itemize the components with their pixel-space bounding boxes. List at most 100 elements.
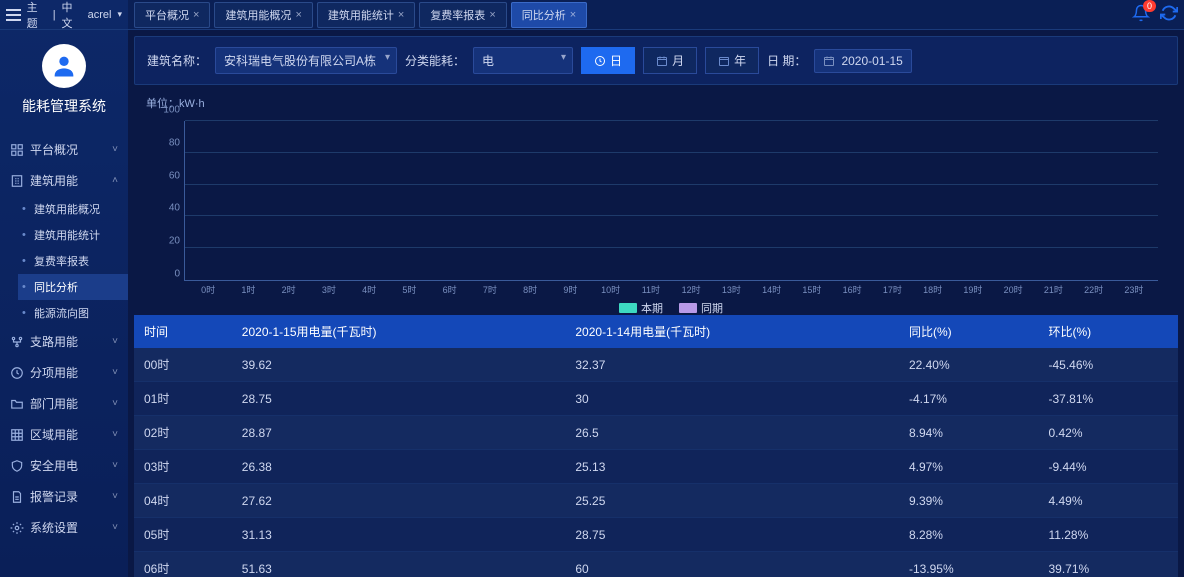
tab[interactable]: 复费率报表 × xyxy=(419,2,506,28)
gridline xyxy=(185,184,1158,185)
sidebar-item-shield[interactable]: 安全用电˅ xyxy=(0,450,128,481)
table-cell: 0.42% xyxy=(1038,416,1178,450)
table-cell: 9.39% xyxy=(899,484,1039,518)
close-icon[interactable]: × xyxy=(489,9,495,21)
dashboard-icon xyxy=(10,143,24,157)
type-select[interactable]: 电 xyxy=(473,47,573,74)
tab-label: 建筑用能统计 xyxy=(328,7,394,23)
table-cell: 05时 xyxy=(134,518,232,552)
clock-icon xyxy=(10,366,24,380)
sidebar-item-building[interactable]: 建筑用能 ˄ xyxy=(0,165,128,196)
x-label: 11时 xyxy=(631,283,671,296)
period-day-button[interactable]: 日 xyxy=(581,47,635,74)
x-label: 9时 xyxy=(550,283,590,296)
date-label: 日 期： xyxy=(767,52,806,69)
table-row: 06时51.6360-13.95%39.71% xyxy=(134,552,1178,577)
x-label: 10时 xyxy=(591,283,631,296)
tab-label: 同比分析 xyxy=(522,7,566,23)
legend-item: 同期 xyxy=(679,300,723,316)
x-label: 1时 xyxy=(228,283,268,296)
tab[interactable]: 平台概况 × xyxy=(134,2,210,28)
grid-icon xyxy=(10,428,24,442)
sidebar-subitem[interactable]: 建筑用能统计 xyxy=(18,222,128,248)
table-cell: 31.13 xyxy=(232,518,566,552)
period-month-button[interactable]: 月 xyxy=(643,47,697,74)
data-table: 时间2020-1-15用电量(千瓦时)2020-1-14用电量(千瓦时)同比(%… xyxy=(134,315,1178,577)
table-cell: 32.37 xyxy=(565,348,899,382)
x-label: 21时 xyxy=(1033,283,1073,296)
type-label: 分类能耗： xyxy=(405,52,465,69)
lang-label[interactable]: 中文 xyxy=(62,0,82,31)
sidebar-item-label: 平台概况 xyxy=(30,141,78,158)
theme-label[interactable]: 主题 xyxy=(27,0,47,31)
table-cell: 28.75 xyxy=(232,382,566,416)
sidebar-item-folder[interactable]: 部门用能˅ xyxy=(0,388,128,419)
sidebar-subitem[interactable]: 能源流向图 xyxy=(18,300,128,326)
legend-label: 同期 xyxy=(701,300,723,316)
sidebar-item-label: 报警记录 xyxy=(30,488,78,505)
sidebar-item-label: 复费率报表 xyxy=(34,253,89,269)
chevron-icon: ˅ xyxy=(112,398,118,409)
close-icon[interactable]: × xyxy=(398,9,404,21)
tab-label: 复费率报表 xyxy=(430,7,485,23)
table-cell: 8.28% xyxy=(899,518,1039,552)
period-year-button[interactable]: 年 xyxy=(705,47,759,74)
sidebar-item-branch[interactable]: 支路用能˅ xyxy=(0,326,128,357)
close-icon[interactable]: × xyxy=(193,9,199,21)
table-cell: 51.63 xyxy=(232,552,566,577)
table-cell: -13.95% xyxy=(899,552,1039,577)
user-label[interactable]: acrel xyxy=(88,9,112,21)
sidebar-subitem[interactable]: 建筑用能概况 xyxy=(18,196,128,222)
tab-label: 平台概况 xyxy=(145,7,189,23)
table-row: 05时31.1328.758.28%11.28% xyxy=(134,518,1178,552)
x-label: 6时 xyxy=(430,283,470,296)
chevron-icon: ˄ xyxy=(112,175,118,186)
chevron-icon: ˅ xyxy=(112,460,118,471)
sidebar-item-settings[interactable]: 系统设置˅ xyxy=(0,512,128,543)
sidebar-item-doc[interactable]: 报警记录 ˅ xyxy=(0,481,128,512)
y-tick: 80 xyxy=(169,137,180,148)
gridline xyxy=(185,215,1158,216)
x-label: 19时 xyxy=(953,283,993,296)
tab[interactable]: 建筑用能统计 × xyxy=(317,2,415,28)
menu-toggle-icon[interactable] xyxy=(6,9,21,21)
y-tick: 20 xyxy=(169,236,180,247)
branch-icon xyxy=(10,335,24,349)
settings-icon xyxy=(10,521,24,535)
table-row: 02时28.8726.58.94%0.42% xyxy=(134,416,1178,450)
chevron-icon: ˅ xyxy=(112,367,118,378)
tab[interactable]: 同比分析 × xyxy=(511,2,587,28)
x-label: 4时 xyxy=(349,283,389,296)
sidebar-subitem[interactable]: 复费率报表 xyxy=(18,248,128,274)
table-cell: 28.87 xyxy=(232,416,566,450)
table-cell: 25.13 xyxy=(565,450,899,484)
table-cell: 06时 xyxy=(134,552,232,577)
refresh-icon[interactable] xyxy=(1160,4,1178,25)
sidebar-item-label: 建筑用能 xyxy=(30,172,78,189)
table-cell: 04时 xyxy=(134,484,232,518)
table-cell: 26.38 xyxy=(232,450,566,484)
table-row: 03时26.3825.134.97%-9.44% xyxy=(134,450,1178,484)
x-label: 23时 xyxy=(1114,283,1154,296)
table-cell: 30 xyxy=(565,382,899,416)
date-input[interactable]: 2020-01-15 xyxy=(814,49,911,73)
sidebar-item-grid[interactable]: 区域用能˅ xyxy=(0,419,128,450)
sidebar-item-dashboard[interactable]: 平台概况˅ xyxy=(0,134,128,165)
close-icon[interactable]: × xyxy=(295,9,301,21)
building-select[interactable]: 安科瑞电气股份有限公司A栋 xyxy=(215,47,397,74)
tab[interactable]: 建筑用能概况× xyxy=(214,2,312,28)
table-cell: 00时 xyxy=(134,348,232,382)
close-icon[interactable]: × xyxy=(570,9,576,21)
unit-label: 单位：kW·h xyxy=(134,91,1178,115)
shield-icon xyxy=(10,459,24,473)
table-row: 04时27.6225.259.39%4.49% xyxy=(134,484,1178,518)
chevron-icon: ˅ xyxy=(112,491,118,502)
x-label: 14时 xyxy=(752,283,792,296)
sidebar-subitem[interactable]: 同比分析 xyxy=(18,274,128,300)
gridline xyxy=(185,247,1158,248)
sidebar-item-clock[interactable]: 分项用能 ˅ xyxy=(0,357,128,388)
x-label: 18时 xyxy=(913,283,953,296)
sidebar-item-label: 分项用能 xyxy=(30,364,78,381)
bell-icon[interactable]: 0 xyxy=(1132,4,1150,25)
x-label: 2时 xyxy=(269,283,309,296)
